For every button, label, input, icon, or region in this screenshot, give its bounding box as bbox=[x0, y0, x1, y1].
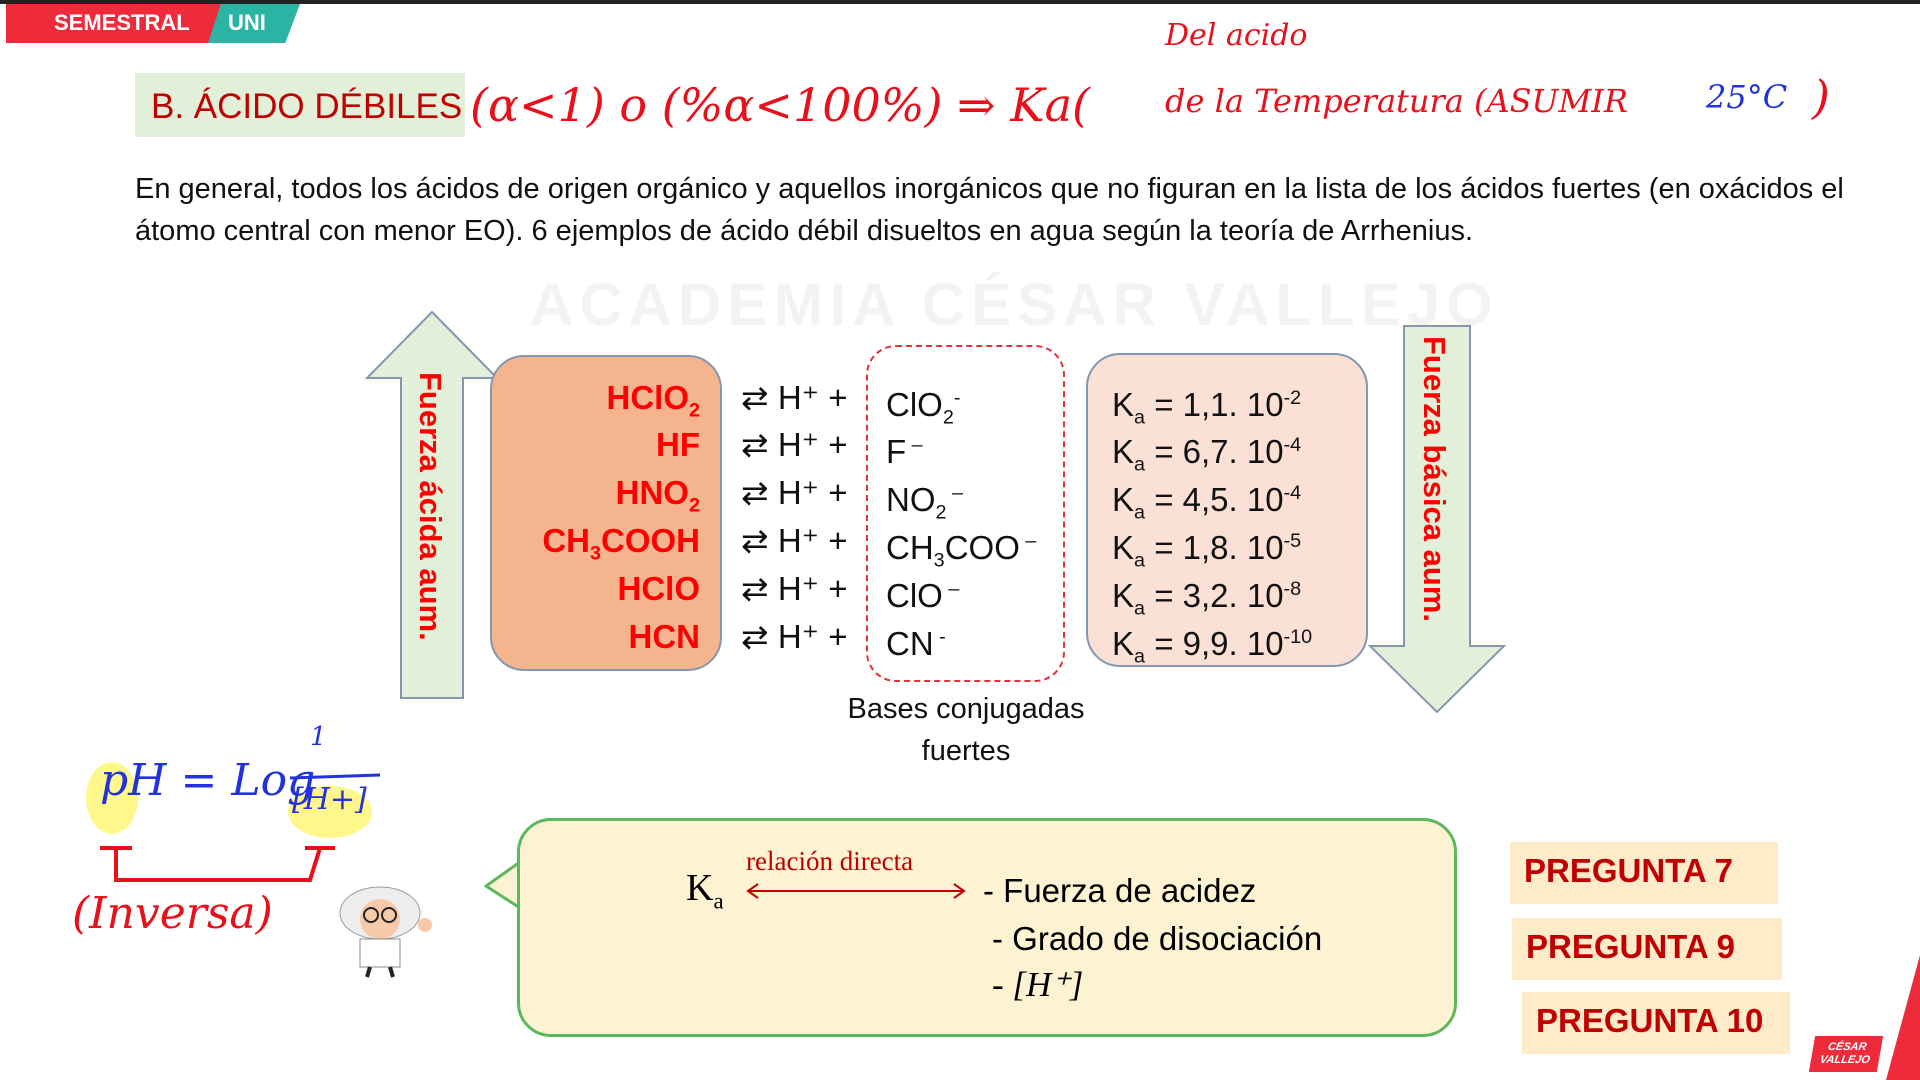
inverse-relation-note: (Inversa) bbox=[72, 888, 273, 939]
intro-paragraph: En general, todos los ácidos de origen o… bbox=[135, 173, 1844, 247]
callout-item-acid-strength: - Fuerza de acidez bbox=[983, 872, 1257, 909]
top-border bbox=[0, 0, 1920, 4]
ph-formula: pH = Log bbox=[100, 755, 316, 806]
handwritten-condition: (α<1) o (%α<100%) ⇒ Ka( bbox=[470, 78, 1090, 132]
acid-formula: HF bbox=[656, 426, 700, 463]
scientist-illustration bbox=[339, 886, 432, 978]
question-7-button[interactable]: PREGUNTA 7 bbox=[1510, 842, 1778, 904]
handwritten-25c: 25°C bbox=[1706, 78, 1788, 116]
ka-value: Ka = 4,5. 10-4 bbox=[1112, 481, 1302, 524]
watermark: ACADEMIA CÉSAR VALLEJO bbox=[530, 271, 1499, 338]
conjugate-base-formula: F – bbox=[886, 433, 923, 470]
equilibrium-arrow: ⇄ H⁺ + bbox=[741, 522, 848, 559]
bases-caption-line1: Bases conjugadas bbox=[847, 693, 1085, 725]
ka-value: Ka = 9,9. 10-10 bbox=[1112, 625, 1313, 668]
ka-values-box bbox=[1086, 353, 1368, 667]
corner-accent bbox=[1886, 955, 1920, 1080]
bases-caption: Bases conjugadas fuertes bbox=[826, 688, 1106, 772]
equilibrium-arrow: ⇄ H⁺ + bbox=[741, 474, 848, 511]
equilibrium-arrow: ⇄ H⁺ + bbox=[741, 426, 848, 463]
ka-value: Ka = 1,8. 10-5 bbox=[1112, 529, 1302, 572]
callout-item-h-concentration: - [H⁺] bbox=[992, 965, 1084, 1004]
question-9-button[interactable]: PREGUNTA 9 bbox=[1512, 918, 1782, 980]
equilibrium-arrow: ⇄ H⁺ + bbox=[741, 570, 848, 607]
acid-formula: HNO2 bbox=[615, 474, 700, 517]
conjugate-base-formula: ClO – bbox=[886, 577, 960, 614]
ph-denominator: [H+] bbox=[292, 782, 367, 817]
conjugate-base-formula: ClO2- bbox=[886, 386, 961, 429]
direct-relation-label: relación directa bbox=[746, 846, 914, 876]
base-strength-label: Fuerza básica aum. bbox=[1417, 336, 1452, 623]
question-10-button[interactable]: PREGUNTA 10 bbox=[1522, 992, 1790, 1054]
logo: CÉSAR VALLEJO bbox=[1808, 1036, 1884, 1072]
equilibrium-arrow: ⇄ H⁺ + bbox=[741, 379, 848, 416]
conjugate-base-formula: NO2 – bbox=[886, 481, 964, 524]
conjugate-base-formula: CH3COO – bbox=[886, 529, 1037, 572]
acid-formula: HCN bbox=[628, 618, 701, 655]
section-title: B. ÁCIDO DÉBILES bbox=[135, 73, 465, 137]
acid-strength-label: Fuerza ácida aum. bbox=[413, 372, 448, 641]
brand-banner bbox=[6, 4, 228, 43]
brand-uni: UNI bbox=[228, 10, 266, 35]
ph-numerator: 1 bbox=[310, 722, 327, 752]
ka-relation-callout bbox=[517, 818, 1457, 1037]
callout-item-dissociation: - Grado de disociación bbox=[992, 920, 1323, 957]
acids-box bbox=[490, 355, 722, 671]
handwritten-acid: Del acido bbox=[1165, 18, 1308, 53]
acid-formula: HClO2 bbox=[606, 379, 700, 422]
handwritten-close: ) bbox=[1812, 70, 1830, 124]
conjugate-base-formula: CN - bbox=[886, 625, 946, 662]
ph-handwritten-note bbox=[86, 762, 381, 882]
brand-semestral: SEMESTRAL bbox=[54, 10, 190, 35]
bases-caption-line2: fuertes bbox=[921, 735, 1011, 767]
handwritten-temperature: de la Temperatura (ASUMIR bbox=[1165, 82, 1629, 120]
double-arrow-icon bbox=[746, 883, 966, 899]
acid-formula: CH3COOH bbox=[542, 522, 700, 565]
conjugate-bases-box bbox=[866, 345, 1065, 682]
callout-ka: Ka bbox=[686, 867, 724, 914]
ka-value: Ka = 3,2. 10-8 bbox=[1112, 577, 1302, 620]
equilibrium-arrow: ⇄ H⁺ + bbox=[741, 618, 848, 655]
down-arrow-icon bbox=[1368, 325, 1506, 714]
acid-formula: HClO bbox=[617, 570, 701, 607]
ka-value: Ka = 6,7. 10-4 bbox=[1112, 433, 1302, 476]
brand-banner-accent bbox=[208, 4, 300, 43]
ka-value: Ka = 1,1. 10-2 bbox=[1112, 386, 1302, 429]
